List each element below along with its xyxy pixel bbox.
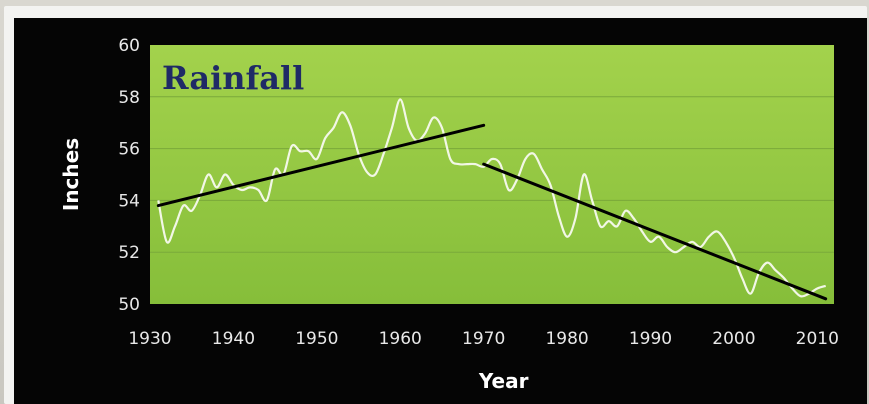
y-tick-label: 52 — [118, 243, 140, 263]
x-axis-title: Year — [478, 369, 529, 393]
x-tick-label: 1950 — [295, 329, 338, 349]
rainfall-series-line — [157, 98, 827, 298]
x-tick-label: 2000 — [712, 329, 755, 349]
chart-title: Rainfall — [162, 59, 304, 97]
trend-layer — [156, 123, 828, 301]
x-axis-ticks: 1930 1940 1950 1960 1970 1980 1990 2000 2010 — [128, 329, 839, 349]
plot-area — [150, 45, 834, 304]
y-tick-label: 60 — [118, 36, 140, 56]
trend-line-1930-1970 — [156, 123, 486, 208]
y-tick-label: 56 — [118, 140, 140, 160]
y-tick-label: 50 — [118, 295, 140, 315]
y-axis-ticks: 50 52 54 56 58 60 — [118, 36, 140, 315]
x-tick-label: 1940 — [212, 329, 255, 349]
rainfall-chart: 50 52 54 56 58 60 1930 1940 1950 1960 1970 1980 199… — [59, 36, 839, 393]
x-tick-label: 1980 — [545, 329, 588, 349]
x-tick-label: 1930 — [128, 329, 171, 349]
x-tick-label: 2010 — [796, 329, 839, 349]
x-tick-label: 1990 — [629, 329, 672, 349]
series-layer — [157, 98, 827, 298]
y-tick-label: 58 — [118, 88, 140, 108]
y-axis-title: Inches — [59, 138, 83, 211]
y-tick-label: 54 — [118, 191, 140, 211]
x-tick-label: 1960 — [379, 329, 422, 349]
x-tick-label: 1970 — [462, 329, 505, 349]
trend-line-1970-2010 — [482, 162, 828, 301]
